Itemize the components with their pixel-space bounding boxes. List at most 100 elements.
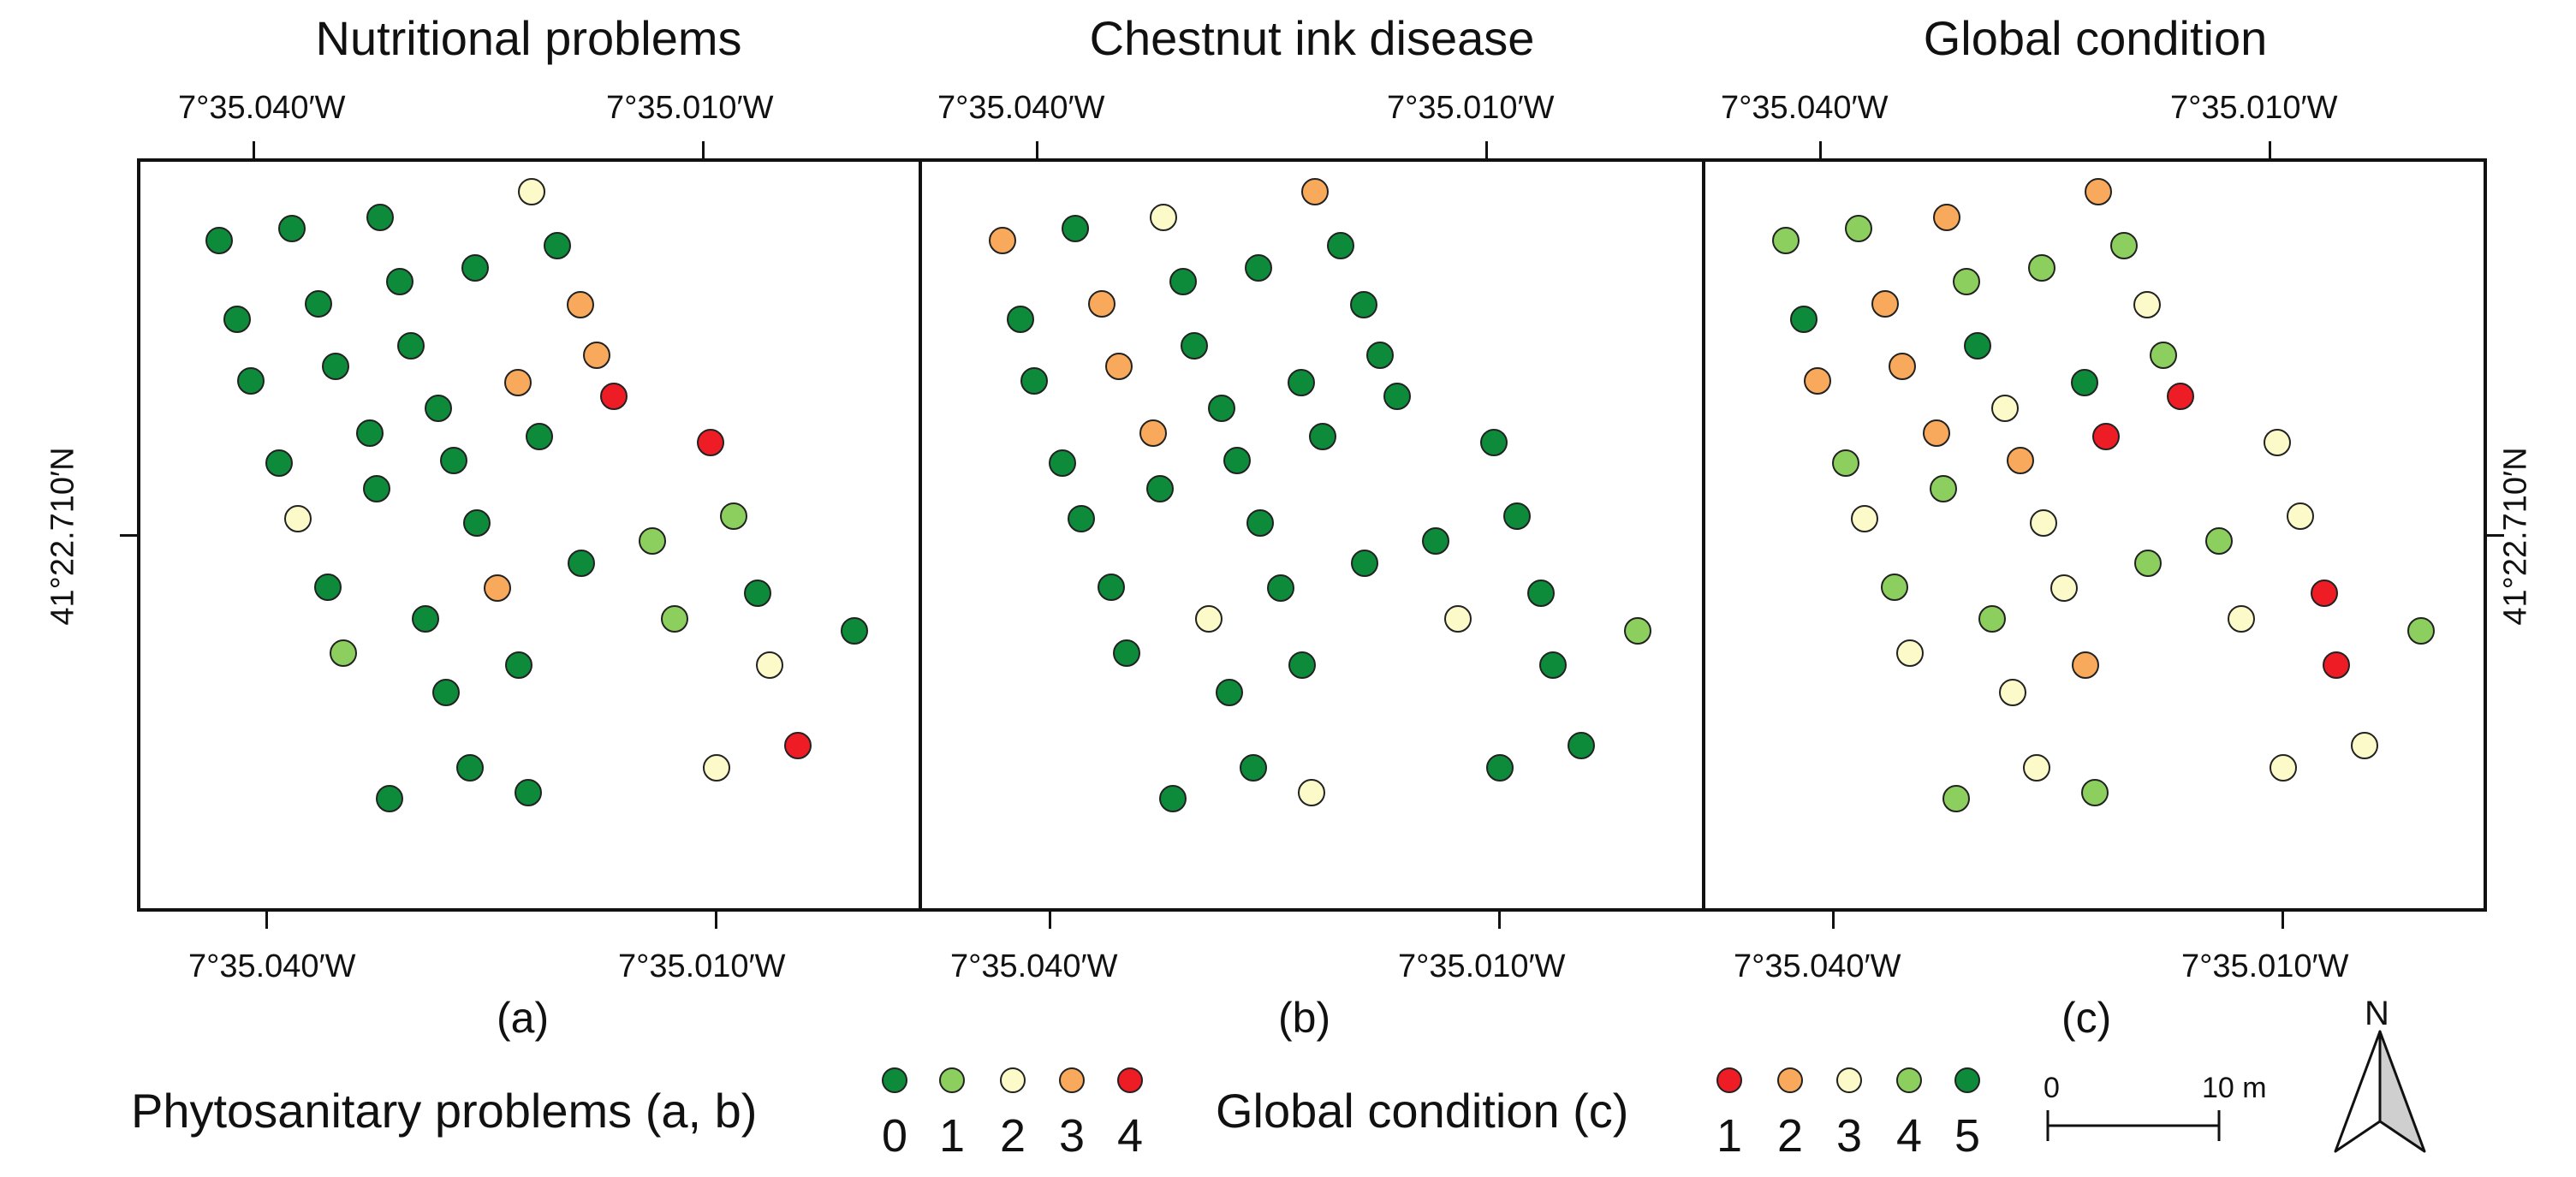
legend-swatch-legend-c-4: [1896, 1067, 1922, 1093]
tree-point-a-20: [697, 429, 724, 456]
legend-swatch-legend-ab-2: [1000, 1067, 1026, 1093]
tree-point-c-33: [2228, 605, 2255, 633]
tick: [2269, 141, 2271, 158]
tree-point-b-17: [1383, 383, 1411, 410]
tree-point-a-37: [505, 651, 532, 679]
scale-start-label: 0: [2044, 1072, 2060, 1104]
tree-point-a-34: [841, 617, 868, 645]
north-arrow-label: N: [2365, 995, 2389, 1032]
tree-point-b-27: [1351, 550, 1378, 577]
tree-point-b-30: [1098, 574, 1125, 601]
tree-point-c-12: [1964, 332, 1991, 360]
map-frame: [137, 158, 2487, 912]
tick: [702, 141, 705, 158]
tree-point-b-23: [1146, 475, 1174, 502]
tree-point-c-25: [1851, 505, 1878, 532]
tree-point-b-16: [1288, 369, 1315, 396]
tree-point-b-21: [1049, 449, 1076, 477]
tree-point-c-37: [2072, 651, 2099, 679]
tree-point-a-43: [376, 785, 403, 812]
tree-point-a-38: [756, 651, 783, 679]
legend-swatch-legend-ab-1: [939, 1067, 965, 1093]
tree-point-a-21: [265, 449, 293, 477]
tree-point-c-35: [1896, 639, 1924, 667]
tree-point-c-31: [2311, 580, 2338, 607]
top-lon-left-a: 7°35.040′W: [178, 90, 346, 126]
tree-point-a-16: [504, 369, 532, 396]
legend-label-legend-ab-2: 2: [999, 1110, 1026, 1162]
tree-point-a-39: [432, 679, 460, 706]
tree-point-b-22: [1223, 447, 1251, 474]
scale-bar: [2046, 1110, 2221, 1141]
tree-point-a-27: [568, 550, 595, 577]
divider-ab: [919, 158, 922, 912]
tree-point-a-41: [703, 754, 730, 782]
tree-point-b-10: [1169, 268, 1197, 295]
tree-point-c-4: [2085, 178, 2112, 205]
legend-swatch-legend-c-2: [1777, 1067, 1803, 1093]
tick: [2282, 912, 2284, 929]
tree-point-b-3: [1150, 204, 1177, 231]
legend-label-legend-c-1: 1: [1716, 1110, 1743, 1162]
tree-point-b-31: [1527, 580, 1555, 607]
top-lon-right-c: 7°35.010′W: [2170, 90, 2338, 126]
legend-swatch-legend-c-3: [1836, 1067, 1862, 1093]
tree-point-c-15: [1991, 395, 2019, 422]
tree-point-a-6: [461, 254, 489, 282]
tree-point-c-20: [2264, 429, 2291, 456]
tree-point-a-42: [515, 779, 542, 806]
tree-point-b-32: [1195, 605, 1223, 633]
tree-point-a-33: [661, 605, 688, 633]
tick: [253, 141, 255, 158]
tree-point-a-35: [330, 639, 357, 667]
tree-point-b-7: [1007, 306, 1034, 333]
bottom-lon-right-a: 7°35.010′W: [618, 948, 786, 984]
tree-point-c-18: [1923, 419, 1950, 447]
tree-point-a-17: [600, 383, 628, 410]
tree-point-c-10: [1953, 268, 1980, 295]
tick: [1049, 912, 1051, 929]
tree-point-b-19: [1309, 423, 1336, 450]
top-lon-left-c: 7°35.040′W: [1721, 90, 1889, 126]
bottom-lon-left-b: 7°35.040′W: [950, 948, 1118, 984]
tree-point-c-23: [1930, 475, 1957, 502]
tree-point-a-24: [463, 509, 491, 537]
tick: [1498, 912, 1501, 929]
tree-point-a-9: [567, 291, 594, 318]
tree-point-c-1: [1772, 227, 1800, 254]
tree-point-c-11: [1889, 353, 1916, 380]
tree-point-a-29: [720, 502, 747, 530]
legend-swatch-legend-c-1: [1716, 1067, 1742, 1093]
tree-point-b-4: [1301, 178, 1329, 205]
panel-c-label: (c): [2061, 994, 2112, 1042]
tree-point-b-28: [1267, 574, 1294, 602]
tree-point-b-8: [1088, 290, 1115, 318]
panel-c-title: Global condition: [1923, 11, 2268, 65]
tree-point-c-2: [1845, 215, 1872, 242]
tree-point-b-12: [1181, 332, 1208, 360]
north-arrow-icon: [2334, 1030, 2426, 1153]
panel-b-label: (b): [1278, 994, 1331, 1042]
tree-point-b-40: [1240, 754, 1267, 782]
tree-point-a-10: [386, 268, 413, 295]
tick: [715, 912, 717, 929]
tree-point-c-43: [1942, 785, 1970, 812]
tree-point-a-7: [223, 306, 251, 333]
tree-point-a-5: [544, 232, 571, 259]
tick: [1819, 141, 1822, 158]
tree-point-c-7: [1790, 306, 1817, 333]
tree-point-b-11: [1105, 353, 1133, 380]
tree-point-b-33: [1444, 605, 1472, 633]
tree-point-c-38: [2323, 651, 2350, 679]
legend-c-title: Global condition (c): [1216, 1084, 1629, 1138]
tree-point-a-26: [639, 527, 666, 555]
tree-point-c-5: [2110, 232, 2138, 259]
tree-point-b-42: [1298, 779, 1325, 806]
tree-point-c-19: [2092, 423, 2120, 450]
legend-swatch-legend-ab-3: [1059, 1067, 1085, 1093]
tree-point-a-25: [284, 505, 312, 532]
tree-point-c-24: [2030, 509, 2057, 537]
legend-label-legend-c-4: 4: [1895, 1110, 1923, 1162]
tree-point-c-17: [2167, 383, 2194, 410]
